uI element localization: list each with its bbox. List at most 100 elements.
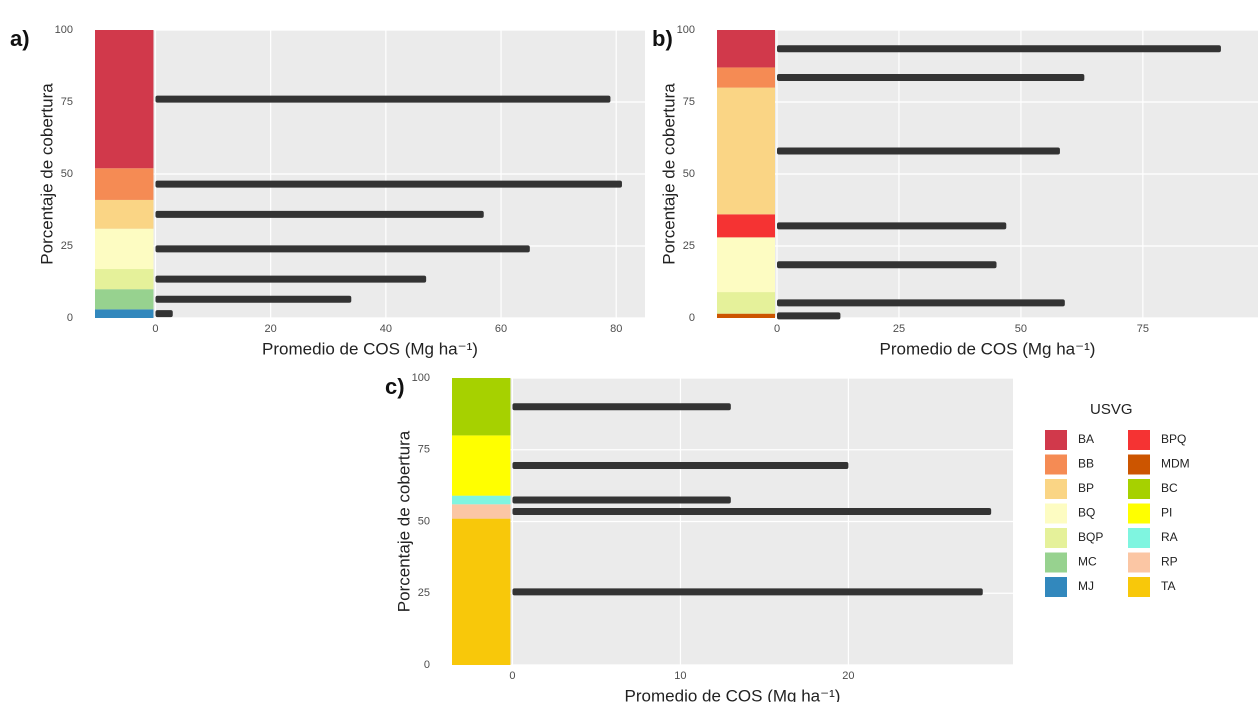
y-axis-label: Porcentaje de cobertura	[394, 430, 413, 612]
x-tick-label: 10	[674, 670, 686, 682]
legend-label: BQP	[1078, 530, 1103, 544]
bar	[512, 507, 992, 515]
y-tick-label: 25	[683, 240, 695, 252]
legend-swatch	[1128, 479, 1150, 499]
y-tick-label: 0	[424, 659, 430, 671]
cover-segment	[95, 289, 154, 310]
x-tick-label: 0	[774, 323, 780, 335]
x-tick-label: 40	[380, 323, 392, 335]
cover-segment	[95, 309, 154, 318]
x-tick-label: 60	[495, 323, 507, 335]
x-axis-label: Promedio de COS (Mg ha⁻¹)	[880, 339, 1096, 358]
cover-segment	[717, 237, 776, 293]
cover-segment	[452, 435, 511, 496]
panel-label: c)	[385, 374, 405, 399]
legend-label: MJ	[1078, 579, 1094, 593]
legend-label: TA	[1161, 579, 1175, 593]
bar	[155, 295, 352, 303]
bar	[155, 95, 611, 103]
legend-title: USVG	[1090, 401, 1133, 418]
x-tick-label: 25	[893, 323, 905, 335]
legend-label: MDM	[1161, 457, 1190, 471]
cover-segment	[717, 30, 776, 68]
x-tick-label: 20	[842, 670, 854, 682]
y-tick-label: 100	[412, 372, 430, 384]
cover-segment	[452, 518, 511, 665]
bar	[512, 403, 731, 411]
legend-label: PI	[1161, 506, 1172, 520]
bar	[512, 496, 731, 504]
bar	[777, 261, 997, 269]
legend-label: RA	[1161, 530, 1178, 544]
y-axis-label: Porcentaje de cobertura	[659, 83, 678, 265]
bar	[512, 588, 983, 596]
legend-swatch	[1128, 503, 1150, 524]
legend-swatch	[1128, 577, 1150, 597]
panel-label: b)	[652, 26, 673, 51]
x-tick-label: 20	[265, 323, 277, 335]
legend-swatch	[1045, 552, 1067, 573]
legend-swatch	[1045, 430, 1067, 450]
bar	[777, 299, 1065, 307]
cover-segment	[717, 67, 776, 88]
cover-segment	[717, 214, 776, 238]
legend-swatch	[1045, 528, 1067, 548]
cover-segment	[95, 269, 154, 290]
panel-label: a)	[10, 26, 30, 51]
y-tick-label: 75	[683, 96, 695, 108]
legend-label: BQ	[1078, 506, 1095, 520]
legend-label: BA	[1078, 432, 1094, 446]
y-tick-label: 0	[67, 312, 73, 324]
y-tick-label: 25	[61, 240, 73, 252]
y-tick-label: 0	[689, 312, 695, 324]
legend-label: BPQ	[1161, 432, 1186, 446]
cover-segment	[95, 168, 154, 200]
x-axis-label: Promedio de COS (Mg ha⁻¹)	[262, 339, 478, 358]
legend-label: BB	[1078, 457, 1094, 471]
legend-swatch	[1128, 430, 1150, 450]
bar	[777, 74, 1085, 82]
y-tick-label: 75	[61, 96, 73, 108]
legend-swatch	[1045, 577, 1067, 597]
bar	[155, 245, 530, 253]
bar	[155, 180, 622, 188]
y-tick-label: 75	[418, 444, 430, 456]
cover-segment	[95, 199, 154, 229]
y-tick-label: 50	[683, 168, 695, 180]
legend-label: BC	[1161, 481, 1178, 495]
cover-segment	[717, 87, 776, 215]
x-tick-label: 75	[1137, 323, 1149, 335]
cover-segment	[95, 30, 154, 169]
y-tick-label: 50	[61, 168, 73, 180]
bar	[155, 275, 427, 283]
bar	[155, 210, 484, 218]
y-tick-label: 50	[418, 515, 430, 527]
legend-swatch	[1045, 503, 1067, 524]
bar	[777, 45, 1221, 53]
bar	[155, 310, 173, 318]
legend-label: MC	[1078, 555, 1097, 569]
y-tick-label: 100	[55, 24, 73, 36]
legend-swatch	[1128, 454, 1150, 475]
cover-segment	[452, 504, 511, 519]
legend-swatch	[1045, 479, 1067, 499]
legend-swatch	[1128, 528, 1150, 548]
x-tick-label: 50	[1015, 323, 1027, 335]
cover-segment	[717, 313, 776, 318]
bar	[777, 312, 841, 320]
cover-segment	[452, 378, 511, 436]
cover-segment	[717, 292, 776, 314]
x-tick-label: 0	[509, 670, 515, 682]
y-tick-label: 100	[677, 24, 695, 36]
x-axis-label: Promedio de COS (Mg ha⁻¹)	[625, 686, 841, 702]
y-tick-label: 25	[418, 587, 430, 599]
legend-label: RP	[1161, 555, 1178, 569]
bar	[777, 147, 1060, 155]
legend-label: BP	[1078, 481, 1094, 495]
x-tick-label: 0	[152, 323, 158, 335]
cover-segment	[452, 495, 511, 505]
legend-swatch	[1045, 454, 1067, 475]
y-axis-label: Porcentaje de cobertura	[37, 83, 56, 265]
